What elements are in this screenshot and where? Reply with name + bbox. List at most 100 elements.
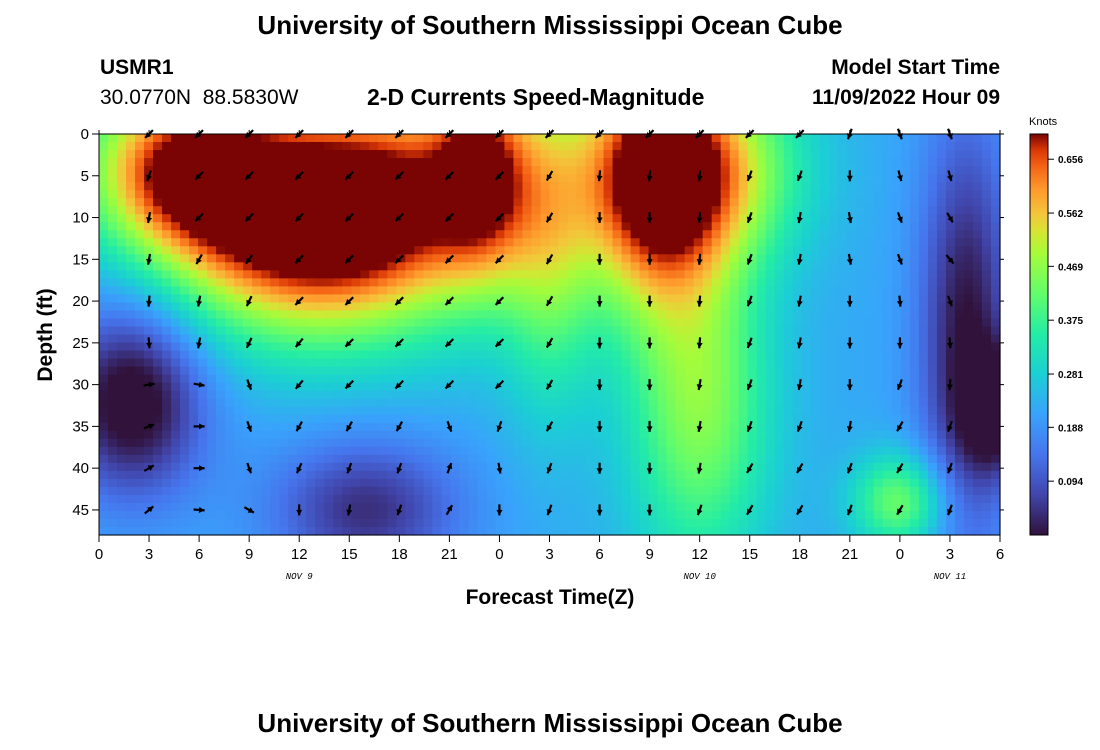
heatmap-cell	[477, 270, 488, 279]
heatmap-cell	[477, 262, 488, 271]
heatmap-cell	[963, 414, 974, 424]
heatmap-cell	[243, 494, 253, 504]
heatmap-cell	[171, 454, 181, 464]
heatmap-cell	[495, 470, 506, 480]
heatmap-cell	[990, 254, 1001, 263]
heatmap-cell	[513, 302, 524, 312]
heatmap-cell	[666, 462, 677, 472]
heatmap-cell	[549, 518, 560, 528]
heatmap-cell	[342, 294, 352, 304]
heatmap-cell	[396, 278, 406, 287]
heatmap-cell	[648, 334, 659, 344]
heatmap-cell	[495, 446, 506, 456]
heatmap-cell	[630, 326, 641, 336]
heatmap-cell	[414, 254, 424, 263]
heatmap-cell	[468, 414, 479, 424]
heatmap-cell	[864, 270, 875, 279]
heatmap-cell	[657, 350, 668, 360]
heatmap-cell	[216, 502, 226, 512]
heatmap-cell	[252, 510, 262, 520]
heatmap-cell	[153, 174, 163, 183]
heatmap-cell	[108, 406, 118, 416]
heatmap-cell	[351, 326, 361, 336]
heatmap-cell	[378, 382, 388, 392]
heatmap-cell	[225, 406, 235, 416]
heatmap-cell	[936, 222, 947, 231]
heatmap-cell	[189, 366, 199, 376]
heatmap-cell	[918, 526, 929, 536]
heatmap-cell	[441, 510, 451, 520]
heatmap-cell	[477, 438, 488, 448]
heatmap-cell	[351, 470, 361, 480]
heatmap-cell	[477, 214, 488, 223]
heatmap-cell	[414, 174, 424, 183]
heatmap-cell	[864, 510, 875, 520]
heatmap-cell	[603, 222, 614, 231]
heatmap-cell	[918, 454, 929, 464]
heatmap-cell	[891, 438, 902, 448]
heatmap-cell	[864, 398, 875, 408]
heatmap-cell	[351, 518, 361, 528]
heatmap-cell	[693, 430, 704, 440]
heatmap-cell	[180, 198, 190, 207]
heatmap-cell	[162, 374, 172, 384]
heatmap-cell	[306, 166, 316, 175]
heatmap-cell	[711, 406, 722, 416]
heatmap-cell	[396, 350, 406, 360]
heatmap-cell	[252, 294, 262, 304]
heatmap-cell	[486, 502, 497, 512]
heatmap-cell	[621, 270, 632, 279]
heatmap-cell	[963, 366, 974, 376]
heatmap-cell	[945, 318, 956, 328]
heatmap-cell	[549, 174, 560, 183]
heatmap-cell	[675, 454, 686, 464]
heatmap-cell	[684, 158, 695, 167]
heatmap-cell	[684, 430, 695, 440]
heatmap-cell	[711, 382, 722, 392]
heatmap-cell	[387, 390, 397, 400]
heatmap-cell	[648, 374, 659, 384]
heatmap-cell	[378, 526, 388, 536]
heatmap-cell	[522, 526, 533, 536]
heatmap-cell	[576, 222, 587, 231]
model-start-label: Model Start Time	[831, 56, 1000, 79]
heatmap-cell	[666, 214, 677, 223]
heatmap-cell	[558, 134, 569, 143]
heatmap-cell	[243, 206, 253, 215]
heatmap-cell	[801, 238, 812, 247]
heatmap-cell	[576, 310, 587, 320]
heatmap-cell	[144, 190, 154, 199]
heatmap-cell	[378, 278, 388, 287]
heatmap-cell	[756, 286, 767, 295]
heatmap-cell	[990, 422, 1001, 432]
heatmap-cell	[414, 478, 424, 488]
heatmap-cell	[720, 358, 731, 368]
heatmap-cell	[549, 206, 560, 215]
heatmap-cell	[405, 422, 415, 432]
heatmap-cell	[360, 150, 370, 159]
heatmap-cell	[621, 526, 632, 536]
heatmap-cell	[117, 166, 127, 175]
heatmap-cell	[198, 278, 208, 287]
heatmap-cell	[252, 182, 262, 191]
heatmap-cell	[369, 414, 379, 424]
heatmap-cell	[405, 278, 415, 287]
heatmap-cell	[468, 318, 479, 328]
heatmap-cell	[450, 318, 460, 328]
heatmap-cell	[387, 318, 397, 328]
heatmap-cell	[486, 198, 497, 207]
heatmap-cell	[792, 342, 803, 352]
heatmap-cell	[234, 294, 244, 304]
heatmap-cell	[162, 454, 172, 464]
heatmap-cell	[666, 254, 677, 263]
heatmap-cell	[837, 166, 848, 175]
heatmap-cell	[612, 446, 623, 456]
heatmap-cell	[513, 246, 524, 255]
heatmap-cell	[333, 518, 343, 528]
heatmap-cell	[810, 254, 821, 263]
heatmap-cell	[225, 438, 235, 448]
heatmap-cell	[360, 390, 370, 400]
heatmap-cell	[702, 414, 713, 424]
heatmap-cell	[657, 446, 668, 456]
heatmap-cell	[828, 390, 839, 400]
